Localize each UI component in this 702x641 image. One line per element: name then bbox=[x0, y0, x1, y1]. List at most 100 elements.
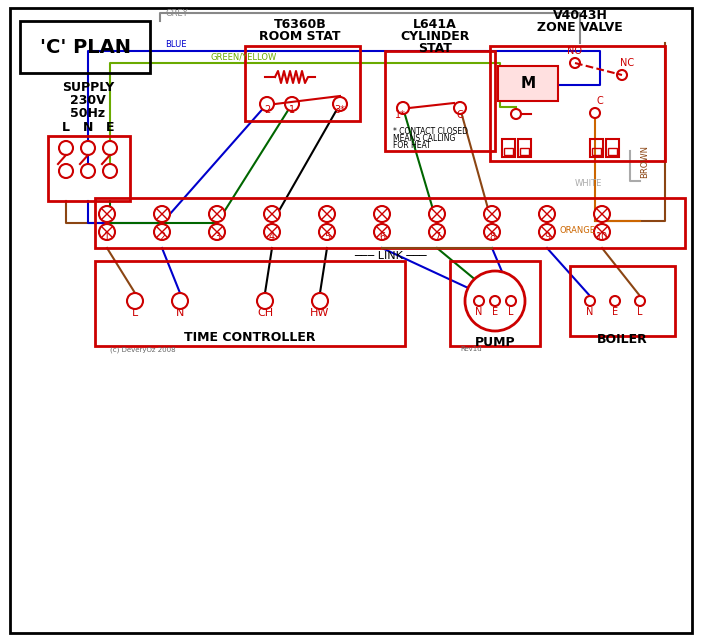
Text: C: C bbox=[456, 110, 463, 120]
Circle shape bbox=[103, 164, 117, 178]
Circle shape bbox=[590, 108, 600, 118]
Bar bbox=[590, 139, 603, 157]
Text: 3*: 3* bbox=[335, 105, 345, 115]
Text: NC: NC bbox=[620, 58, 634, 68]
Text: M: M bbox=[520, 76, 536, 90]
Circle shape bbox=[209, 206, 225, 222]
Text: N: N bbox=[475, 307, 483, 317]
Bar bbox=[95, 261, 405, 346]
Text: STAT: STAT bbox=[418, 42, 452, 55]
Circle shape bbox=[81, 141, 95, 155]
Text: GREY: GREY bbox=[165, 9, 187, 18]
Circle shape bbox=[570, 58, 580, 68]
Text: N: N bbox=[83, 121, 93, 134]
Text: Rev1d: Rev1d bbox=[460, 346, 482, 352]
Bar bbox=[608, 148, 617, 155]
Text: MEANS CALLING: MEANS CALLING bbox=[393, 134, 456, 143]
Text: L: L bbox=[132, 308, 138, 318]
Text: 230V: 230V bbox=[70, 94, 106, 107]
Text: ORANGE: ORANGE bbox=[560, 226, 596, 235]
Circle shape bbox=[617, 70, 627, 80]
Circle shape bbox=[285, 97, 299, 111]
Text: ZONE VALVE: ZONE VALVE bbox=[537, 21, 623, 34]
Circle shape bbox=[264, 206, 280, 222]
Bar bbox=[520, 148, 529, 155]
Bar bbox=[20, 21, 150, 73]
Text: 1: 1 bbox=[289, 105, 295, 115]
Text: L: L bbox=[508, 307, 514, 317]
Bar bbox=[502, 139, 515, 157]
Circle shape bbox=[474, 296, 484, 306]
Circle shape bbox=[397, 102, 409, 114]
Circle shape bbox=[594, 206, 610, 222]
Bar bbox=[385, 51, 495, 151]
Text: 'C' PLAN: 'C' PLAN bbox=[39, 38, 131, 56]
Text: BOILER: BOILER bbox=[597, 333, 647, 346]
Text: SUPPLY: SUPPLY bbox=[62, 81, 114, 94]
Text: TIME CONTROLLER: TIME CONTROLLER bbox=[184, 331, 316, 344]
Text: WHITE: WHITE bbox=[575, 179, 602, 188]
Text: NO: NO bbox=[567, 46, 583, 56]
Bar bbox=[518, 139, 531, 157]
Text: 2: 2 bbox=[264, 105, 270, 115]
Bar bbox=[245, 46, 360, 121]
Text: ROOM STAT: ROOM STAT bbox=[259, 30, 340, 43]
Circle shape bbox=[490, 296, 500, 306]
Bar bbox=[570, 266, 675, 336]
Text: N: N bbox=[176, 308, 184, 318]
Text: L: L bbox=[637, 307, 643, 317]
Text: 50Hz: 50Hz bbox=[70, 107, 105, 120]
Text: E: E bbox=[106, 121, 114, 134]
Circle shape bbox=[319, 206, 335, 222]
Text: N: N bbox=[586, 307, 594, 317]
Bar bbox=[592, 148, 601, 155]
Bar bbox=[490, 46, 665, 161]
Circle shape bbox=[154, 224, 170, 240]
Text: T6360B: T6360B bbox=[274, 18, 326, 31]
Text: 7: 7 bbox=[434, 232, 440, 242]
Text: 4: 4 bbox=[269, 232, 275, 242]
Circle shape bbox=[429, 206, 445, 222]
Text: 3: 3 bbox=[214, 232, 220, 242]
Text: L641A: L641A bbox=[413, 18, 457, 31]
Text: E: E bbox=[492, 307, 498, 317]
Circle shape bbox=[59, 164, 73, 178]
Bar bbox=[48, 136, 130, 201]
Circle shape bbox=[484, 206, 500, 222]
Circle shape bbox=[374, 206, 390, 222]
Circle shape bbox=[154, 206, 170, 222]
Circle shape bbox=[312, 293, 328, 309]
Bar bbox=[606, 139, 619, 157]
Text: * CONTACT CLOSED: * CONTACT CLOSED bbox=[393, 127, 468, 136]
Text: 8: 8 bbox=[489, 232, 495, 242]
Circle shape bbox=[59, 141, 73, 155]
Circle shape bbox=[127, 293, 143, 309]
Circle shape bbox=[594, 224, 610, 240]
Circle shape bbox=[539, 206, 555, 222]
Text: FOR HEAT: FOR HEAT bbox=[393, 141, 431, 150]
Text: 9: 9 bbox=[544, 232, 550, 242]
Bar bbox=[498, 66, 558, 101]
Bar bbox=[504, 148, 513, 155]
Circle shape bbox=[81, 164, 95, 178]
Text: HW: HW bbox=[310, 308, 330, 318]
Circle shape bbox=[374, 224, 390, 240]
Text: CYLINDER: CYLINDER bbox=[400, 30, 470, 43]
Text: 2: 2 bbox=[159, 232, 165, 242]
Text: L: L bbox=[62, 121, 70, 134]
Text: PUMP: PUMP bbox=[475, 336, 515, 349]
Text: GREEN/YELLOW: GREEN/YELLOW bbox=[210, 52, 277, 61]
Circle shape bbox=[257, 293, 273, 309]
Bar bbox=[450, 261, 540, 346]
Circle shape bbox=[209, 224, 225, 240]
Text: 1*: 1* bbox=[395, 110, 406, 120]
Circle shape bbox=[260, 97, 274, 111]
Circle shape bbox=[99, 224, 115, 240]
Text: V4043H: V4043H bbox=[552, 9, 607, 22]
Text: (c) DeveryOz 2008: (c) DeveryOz 2008 bbox=[110, 346, 176, 353]
Circle shape bbox=[333, 97, 347, 111]
Circle shape bbox=[585, 296, 595, 306]
Text: E: E bbox=[612, 307, 618, 317]
Text: BROWN: BROWN bbox=[640, 145, 649, 178]
Text: 6: 6 bbox=[379, 232, 385, 242]
